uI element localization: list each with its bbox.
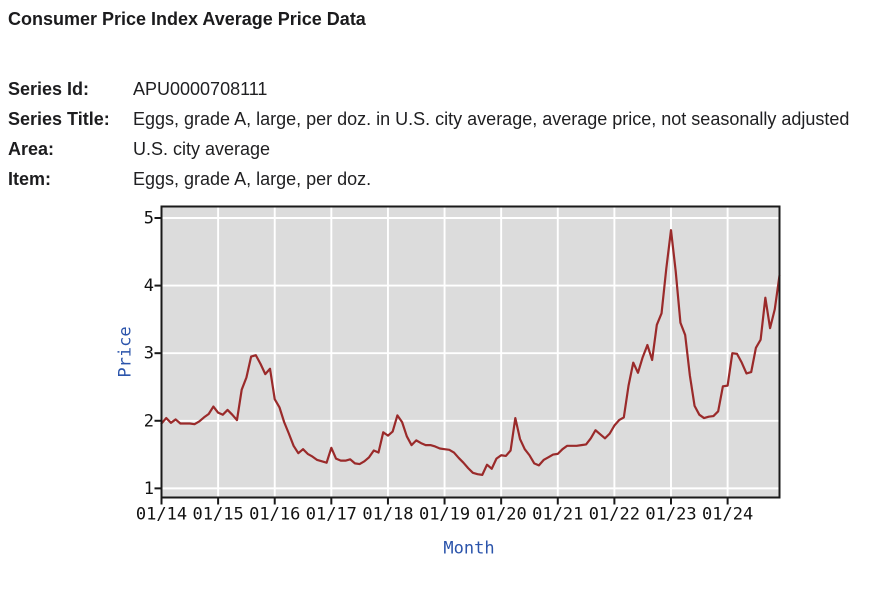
- meta-row-series-title: Series Title: Eggs, grade A, large, per d…: [8, 104, 849, 134]
- ytick-label-4: 4: [144, 276, 154, 296]
- xtick-label-01/18: 01/18: [362, 505, 413, 525]
- series-id-label: Series Id:: [8, 79, 90, 99]
- xtick-label-01/19: 01/19: [419, 505, 470, 525]
- xtick-label-01/17: 01/17: [306, 505, 357, 525]
- item-label: Item:: [8, 169, 52, 189]
- y-axis-title: Price: [116, 326, 136, 377]
- meta-row-series-id: Series Id: APU0000708111: [8, 74, 849, 104]
- xtick-label-01/16: 01/16: [249, 505, 300, 525]
- series-id-value: APU0000708111: [133, 79, 268, 99]
- series-title-value: Eggs, grade A, large, per doz. in U.S. c…: [133, 109, 850, 129]
- xtick-label-01/14: 01/14: [136, 505, 187, 525]
- xtick-label-01/20: 01/20: [476, 505, 527, 525]
- price-series-line: [160, 229, 781, 476]
- area-value: U.S. city average: [133, 139, 271, 159]
- xtick-label-01/21: 01/21: [532, 505, 583, 525]
- series-meta: Series Id: APU0000708111 Series Title: Egg…: [8, 74, 849, 194]
- page-title: Consumer Price Index Average Price Data: [8, 9, 366, 29]
- area-label: Area:: [8, 139, 55, 159]
- xtick-label-01/15: 01/15: [193, 505, 244, 525]
- plot-frame: [160, 205, 781, 499]
- xtick-label-01/23: 01/23: [645, 505, 696, 525]
- meta-row-item: Item: Eggs, grade A, large, per doz.: [8, 164, 849, 194]
- meta-row-area: Area: U.S. city average: [8, 134, 849, 164]
- series-title-label: Series Title:: [8, 109, 110, 129]
- ytick-label-2: 2: [144, 411, 154, 431]
- xtick-label-01/22: 01/22: [589, 505, 640, 525]
- ytick-label-5: 5: [144, 208, 154, 228]
- item-value: Eggs, grade A, large, per doz.: [133, 169, 372, 189]
- ytick-label-1: 1: [144, 479, 154, 499]
- xtick-label-01/24: 01/24: [702, 505, 753, 525]
- ytick-label-3: 3: [144, 344, 154, 364]
- plot-area: [161, 206, 780, 498]
- x-axis-title: Month: [443, 539, 494, 559]
